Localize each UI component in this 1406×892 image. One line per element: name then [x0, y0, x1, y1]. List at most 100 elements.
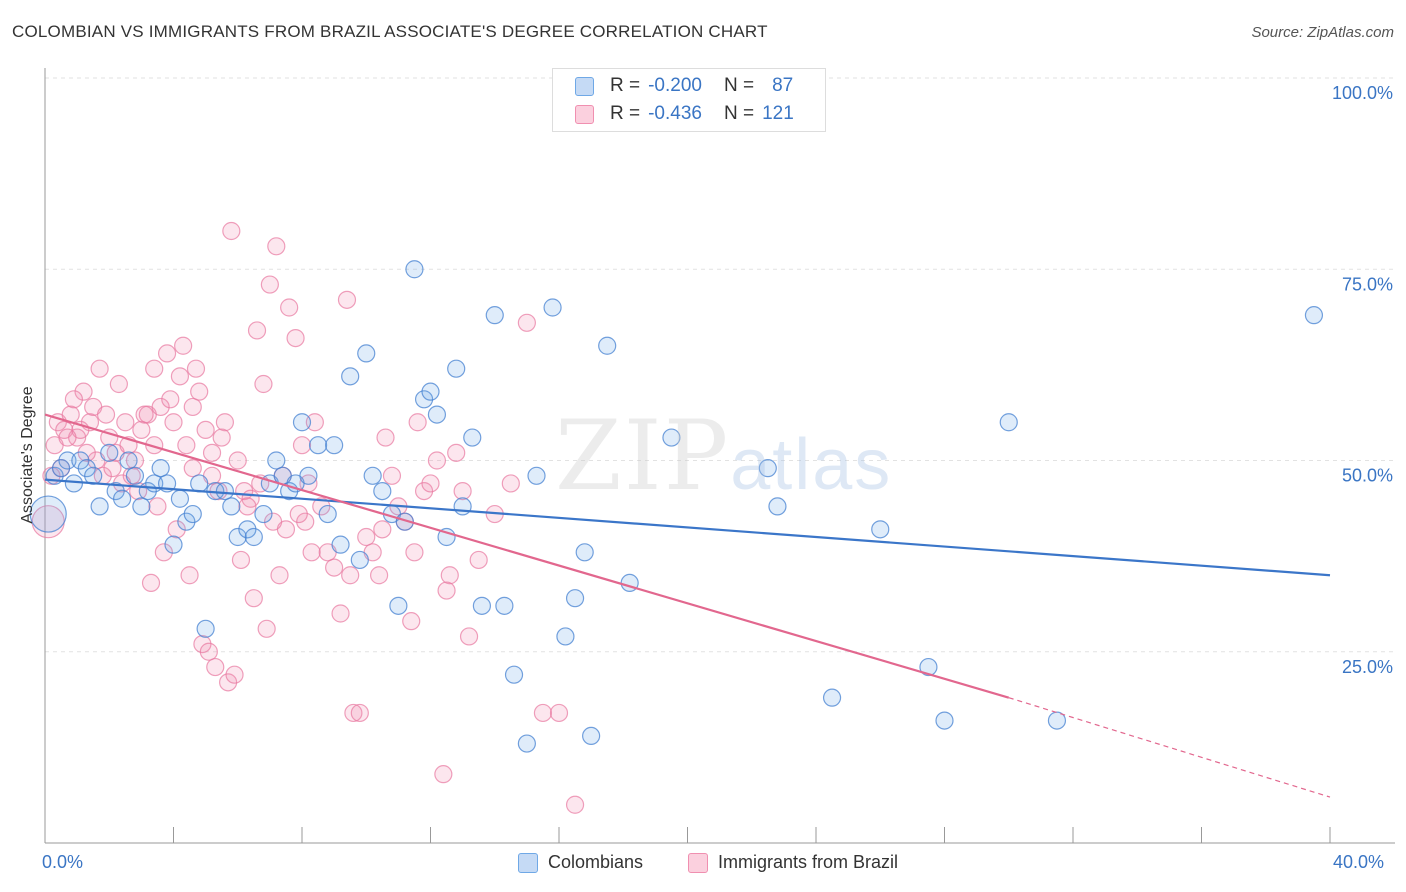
colombians-point: [112, 489, 132, 508]
brazil-point: [180, 566, 199, 585]
legend-n-label: N =: [723, 75, 755, 96]
brazil-point: [96, 405, 116, 424]
colombians-point: [58, 451, 77, 470]
brazil-point: [447, 443, 466, 462]
legend-label-brazil: Immigrants from Brazil: [718, 852, 899, 872]
brazil-point: [257, 619, 276, 638]
brazil-point: [177, 436, 196, 455]
legend-row-brazil: R = -0.436 N = 121: [575, 101, 794, 127]
brazil-point: [270, 566, 289, 585]
correlation-legend: R = -0.200 N = 87 R = -0.436 N = 121: [552, 68, 826, 132]
brazil-point: [254, 374, 273, 394]
brazil-point: [151, 397, 170, 417]
brazil-point: [517, 313, 536, 332]
colombians-point: [427, 405, 447, 424]
brazil-point: [64, 390, 84, 409]
colombians-point: [543, 298, 562, 317]
colombians-point: [341, 367, 360, 386]
colombians-point: [389, 596, 408, 615]
y-axis-label: Associate's Degree: [19, 386, 36, 524]
brazil-point: [373, 520, 392, 539]
brazil-point: [109, 374, 128, 394]
colombians-point: [119, 451, 138, 470]
y-tick-label: 25.0%: [1342, 657, 1393, 677]
colombians-point: [421, 382, 440, 401]
brazil-point: [145, 359, 164, 378]
colombians-point: [582, 726, 601, 746]
source-label: Source: ZipAtlas.com: [1251, 24, 1394, 41]
brazil-point: [280, 298, 299, 317]
colombians-point: [517, 734, 536, 753]
brazil-point: [167, 520, 186, 539]
brazil-point: [292, 436, 312, 455]
brazil-point: [58, 428, 77, 447]
brazil-point: [469, 550, 488, 570]
brazil-point: [222, 221, 241, 241]
y-tick-label: 75.0%: [1342, 274, 1393, 294]
colombians-point: [472, 596, 491, 615]
colombians-point: [575, 543, 594, 562]
watermark: ZIPatlas: [555, 400, 893, 512]
brazil-point: [302, 543, 321, 562]
brazil-point: [161, 390, 180, 409]
brazil-point: [196, 420, 215, 439]
trend-lines: [44, 413, 1331, 798]
y-tick-label: 50.0%: [1342, 466, 1393, 486]
brazil-point: [382, 466, 402, 485]
colombians-point: [871, 520, 890, 539]
brazil-trend-line: [44, 413, 1010, 699]
colombians-point: [190, 474, 209, 493]
brazil-point: [344, 703, 363, 723]
colombians-point: [758, 459, 777, 478]
brazil-point: [190, 382, 209, 401]
colombians-point: [228, 527, 247, 547]
brazil-point: [74, 382, 93, 401]
colombians-point: [183, 504, 202, 524]
colombians-point: [308, 436, 328, 455]
brazil-point: [225, 665, 244, 684]
brazil-point: [267, 237, 286, 256]
colombians-point: [100, 443, 119, 462]
colombians-point: [527, 466, 546, 485]
brazil-point: [331, 604, 350, 623]
brazil-point: [263, 512, 283, 531]
legend-label-colombians: Colombians: [548, 852, 644, 872]
colombians-point: [170, 489, 190, 508]
brazil-point: [289, 504, 308, 524]
colombians-point: [215, 482, 234, 501]
colombians-trend-line: [44, 478, 1331, 577]
brazil-point: [325, 558, 344, 577]
colombians-point: [565, 589, 585, 608]
brazil-point: [260, 275, 279, 294]
brazil-point: [141, 573, 161, 593]
brazil-point: [238, 497, 257, 516]
brazil-point: [202, 443, 222, 462]
brazil-point: [350, 703, 369, 723]
brazil-point: [402, 612, 421, 631]
colombians-point: [325, 436, 344, 455]
colombians-point: [318, 504, 337, 524]
brazil-point: [199, 642, 218, 661]
colombians-point: [363, 466, 382, 485]
brazil-point: [228, 451, 247, 470]
brazil-point: [183, 397, 202, 417]
colombians-point: [373, 482, 392, 501]
brazil-point: [174, 336, 193, 355]
colombians-point: [267, 451, 286, 470]
axes: [44, 68, 1395, 844]
colombians-point: [662, 428, 681, 447]
legend-swatch-colombians: [518, 852, 538, 873]
legend-n-value: 121: [762, 103, 794, 124]
brazil-point: [421, 474, 440, 493]
brazil-point: [125, 451, 145, 470]
brazil-trend-extension: [1008, 697, 1331, 798]
brazil-point: [206, 657, 225, 677]
brazil-point: [154, 543, 173, 562]
colombians-point: [504, 665, 524, 684]
brazil-point: [116, 413, 135, 432]
legend-swatch-colombians: [575, 76, 594, 96]
brazil-point: [90, 359, 109, 378]
series-brazil: [31, 221, 585, 814]
brazil-point: [565, 795, 585, 814]
colombians-point: [125, 466, 145, 485]
